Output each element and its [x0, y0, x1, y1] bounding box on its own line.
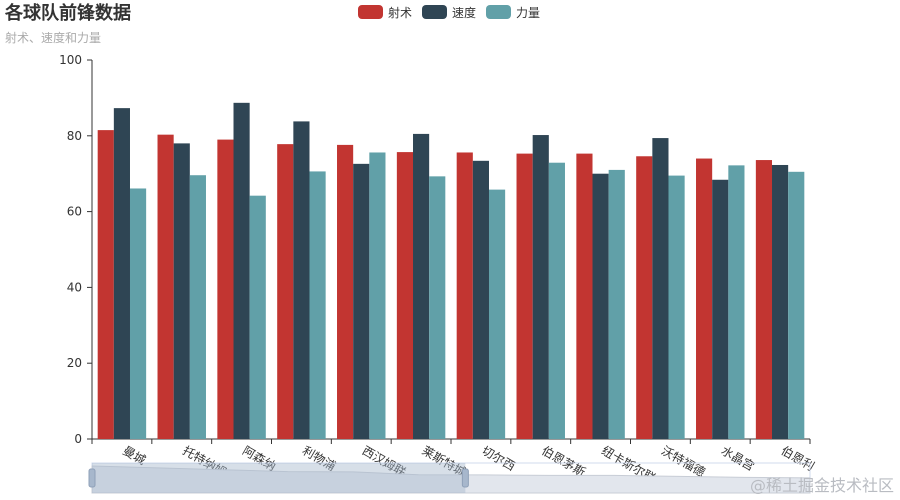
bar-2-1[interactable]	[189, 175, 206, 439]
bar-1-8[interactable]	[592, 173, 609, 439]
y-tick-label: 20	[67, 356, 82, 370]
bar-2-6[interactable]	[488, 189, 506, 439]
bar-0-6[interactable]	[456, 152, 473, 439]
bar-0-8[interactable]	[576, 153, 593, 439]
bar-2-9[interactable]	[668, 175, 685, 439]
datazoom-handle-end[interactable]	[461, 468, 469, 488]
legend-swatch	[486, 5, 512, 19]
bar-1-10[interactable]	[712, 179, 729, 440]
chart-subtitle: 射术、速度和力量	[5, 31, 102, 45]
bar-2-5[interactable]	[429, 176, 446, 439]
bar-0-9[interactable]	[636, 156, 653, 440]
bar-2-2[interactable]	[249, 195, 266, 439]
bar-0-11[interactable]	[755, 160, 773, 439]
bar-0-4[interactable]	[337, 144, 354, 439]
bar-1-1[interactable]	[173, 143, 190, 439]
bar-1-2[interactable]	[233, 102, 250, 440]
bar-0-5[interactable]	[396, 152, 414, 440]
legend-swatch	[358, 5, 383, 19]
bar-2-8[interactable]	[608, 169, 625, 439]
datazoom-handle-start[interactable]	[88, 468, 96, 488]
bar-0-3[interactable]	[277, 144, 294, 439]
x-tick-label: 伯恩利	[779, 443, 818, 474]
y-tick-label: 60	[67, 205, 82, 219]
bar-1-6[interactable]	[472, 160, 489, 439]
legend-item-1[interactable]: 速度	[422, 4, 476, 21]
datazoom-shadow	[91, 465, 811, 494]
bar-1-11[interactable]	[772, 164, 789, 439]
legend-item-2[interactable]: 力量	[486, 4, 540, 21]
chart-title: 各球队前锋数据	[5, 3, 131, 24]
legend-label: 射术	[388, 5, 413, 20]
x-tick-label: 切尔西	[479, 443, 518, 474]
bar-1-7[interactable]	[532, 135, 549, 440]
watermark: @稀土掘金技术社区	[749, 476, 894, 495]
bar-1-0[interactable]	[113, 108, 130, 440]
bar-0-7[interactable]	[516, 153, 533, 439]
bar-1-9[interactable]	[652, 138, 669, 439]
legend-swatch	[422, 5, 448, 19]
y-tick-label: 0	[74, 432, 82, 446]
chart-legend: 射术 速度 力量	[358, 3, 550, 21]
bar-2-4[interactable]	[369, 152, 386, 439]
bar-0-2[interactable]	[217, 139, 234, 439]
bar-1-4[interactable]	[353, 163, 370, 439]
bar-2-0[interactable]	[129, 188, 147, 439]
y-tick-label: 80	[67, 129, 82, 143]
bar-2-11[interactable]	[788, 171, 805, 439]
bar-1-3[interactable]	[293, 121, 310, 439]
bar-0-10[interactable]	[696, 158, 713, 440]
legend-label: 力量	[516, 5, 541, 20]
bar-2-7[interactable]	[548, 162, 565, 440]
bar-0-1[interactable]	[157, 134, 174, 439]
bar-0-0[interactable]	[97, 130, 114, 440]
bar-1-5[interactable]	[413, 133, 430, 439]
legend-label: 速度	[452, 5, 477, 20]
y-tick-label: 100	[59, 53, 82, 67]
x-tick-label: 水晶宫	[719, 443, 758, 474]
x-tick-label: 沃特福德	[659, 443, 708, 480]
bar-2-3[interactable]	[309, 171, 326, 439]
x-tick-label: 伯恩茅斯	[539, 443, 588, 480]
y-tick-label: 40	[67, 280, 82, 294]
legend-item-0[interactable]: 射术	[358, 4, 412, 21]
bar-2-10[interactable]	[728, 165, 745, 439]
datazoom-selection[interactable]	[92, 463, 466, 493]
